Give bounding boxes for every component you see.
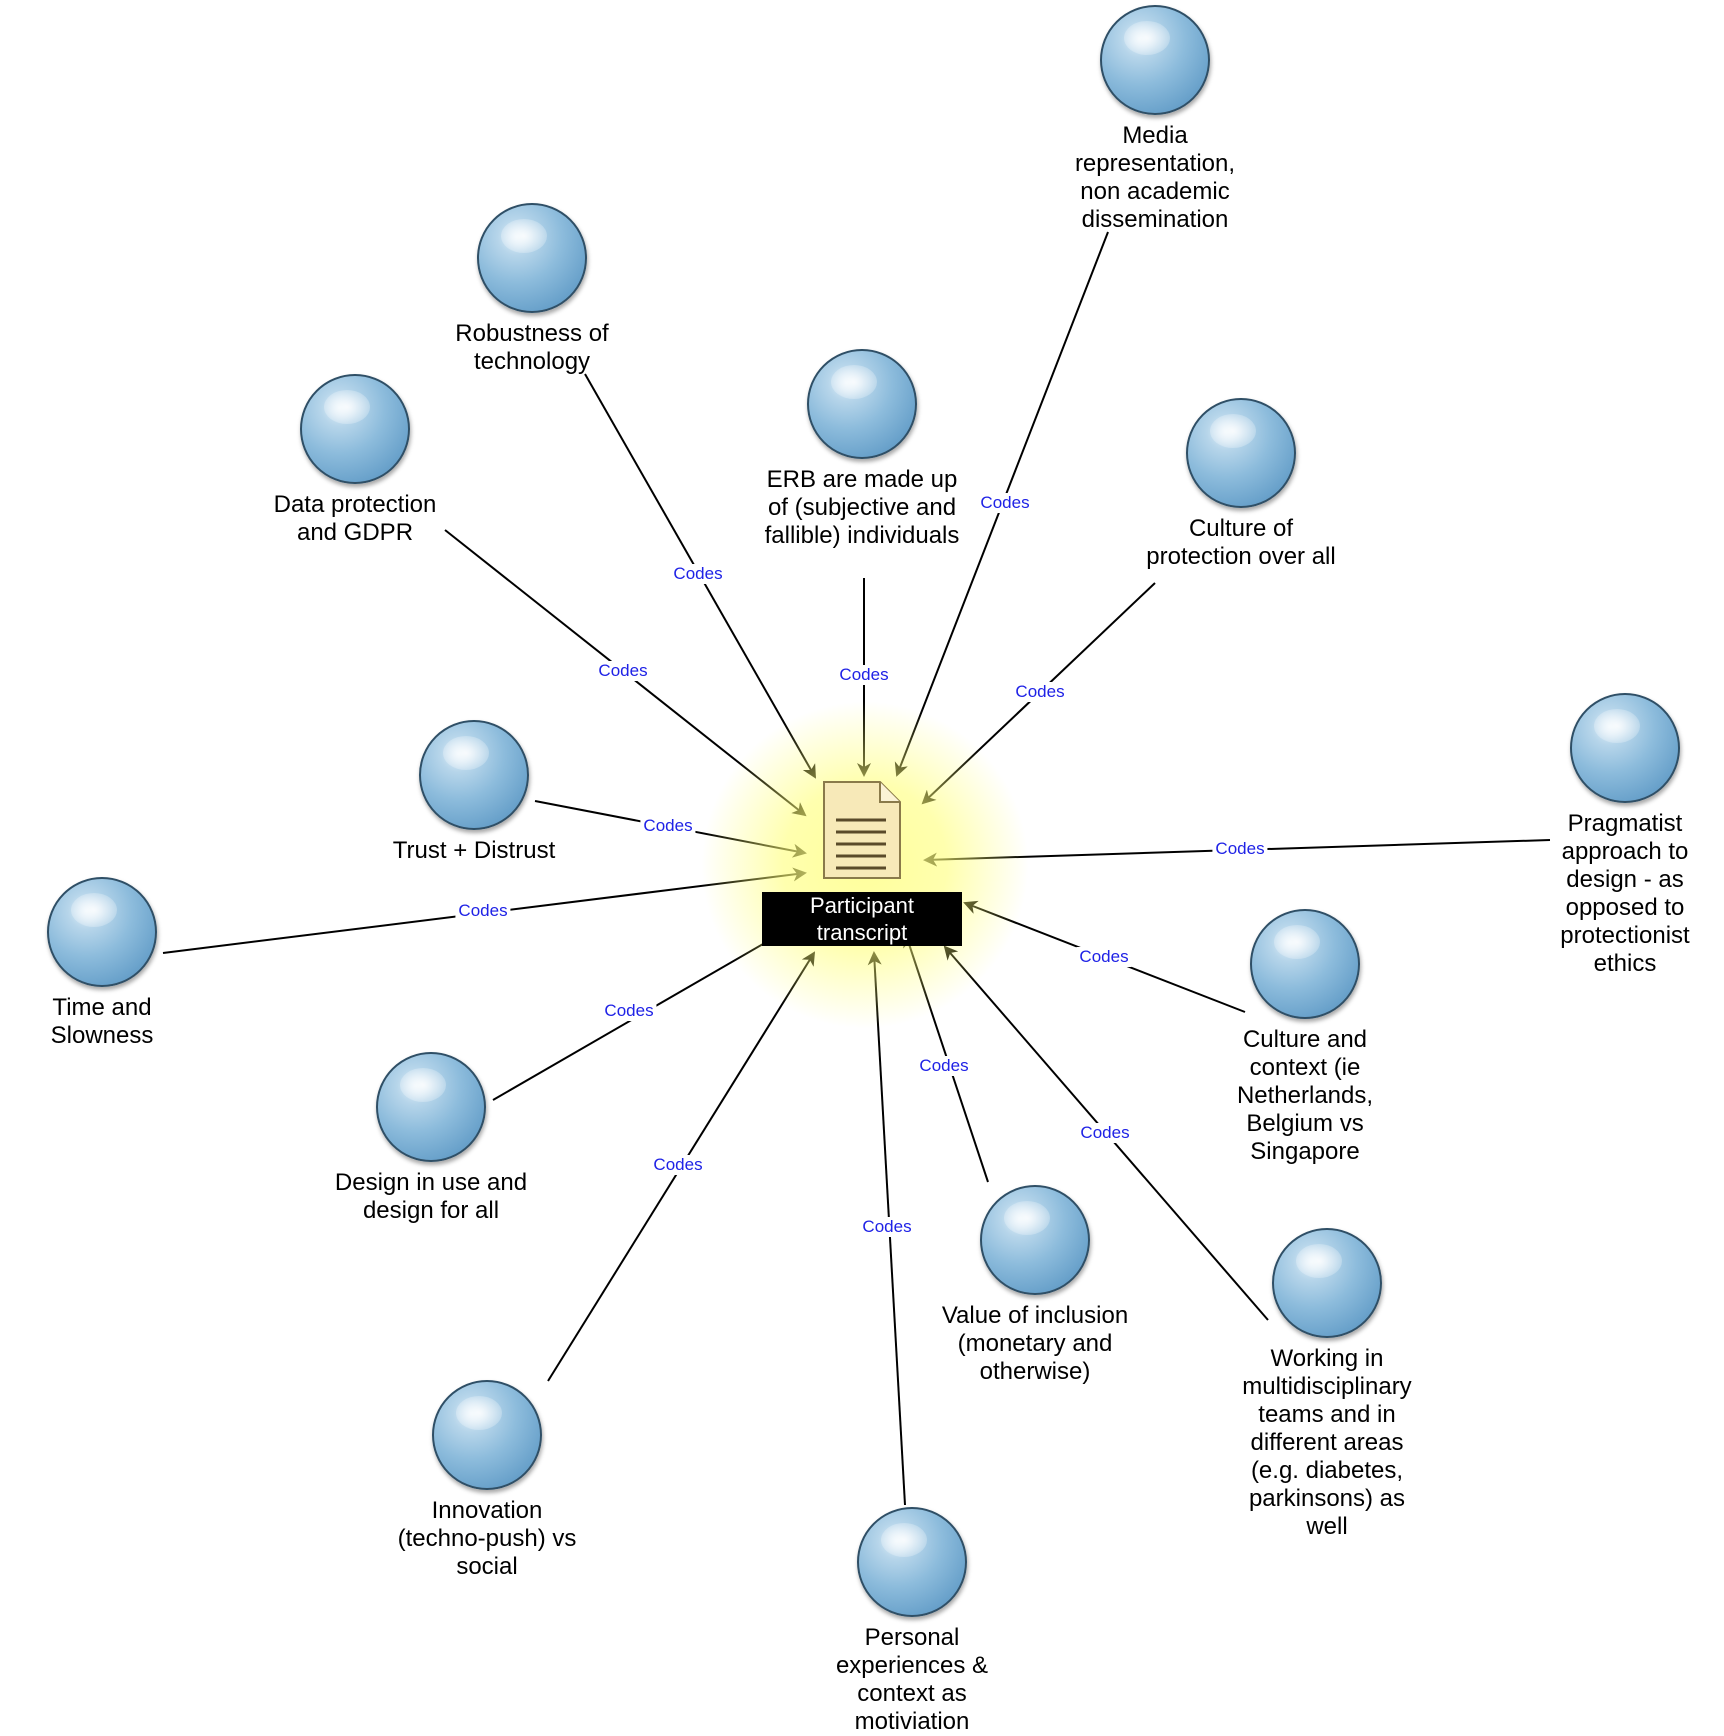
edge-label-working: Codes (1077, 1123, 1133, 1143)
edge-label-time: Codes (455, 901, 511, 921)
sphere-icon[interactable] (857, 1507, 967, 1617)
node-robustness[interactable]: Robustness of technology (455, 203, 609, 375)
sphere-icon[interactable] (807, 349, 917, 459)
node-data-protection[interactable]: Data protection and GDPR (274, 374, 436, 546)
node-working[interactable]: Working in multidisciplinary teams and i… (1242, 1228, 1412, 1540)
node-label-innovation: Innovation (techno-push) vs social (397, 1497, 577, 1580)
sphere-icon[interactable] (1272, 1228, 1382, 1338)
edge-label-personal: Codes (859, 1217, 915, 1237)
node-media[interactable]: Media representation, non academic disse… (1075, 5, 1235, 233)
edge-label-pragmatist: Codes (1212, 839, 1268, 859)
center-label-line2: transcript (816, 920, 908, 945)
node-personal[interactable]: Personal experiences & context as motivi… (836, 1507, 988, 1735)
node-label-culture-context: Culture and context (ie Netherlands, Bel… (1236, 1026, 1374, 1165)
edge-label-trust: Codes (640, 816, 696, 836)
node-label-trust: Trust + Distrust (392, 837, 556, 864)
node-label-working: Working in multidisciplinary teams and i… (1242, 1345, 1412, 1540)
participant-transcript-label[interactable]: Participant transcript (762, 892, 962, 946)
edge-label-data-protection: Codes (595, 661, 651, 681)
node-value[interactable]: Value of inclusion (monetary and otherwi… (942, 1185, 1128, 1385)
center-label-line1: Participant (810, 893, 914, 918)
sphere-icon[interactable] (477, 203, 587, 313)
edge-label-innovation: Codes (650, 1155, 706, 1175)
node-label-media: Media representation, non academic disse… (1074, 122, 1236, 233)
node-label-robustness: Robustness of technology (455, 320, 609, 375)
edge-label-media: Codes (977, 493, 1033, 513)
edge-label-robustness: Codes (670, 564, 726, 584)
node-label-culture-protection: Culture of protection over all (1146, 515, 1336, 570)
node-label-value: Value of inclusion (monetary and otherwi… (941, 1302, 1129, 1385)
node-label-pragmatist: Pragmatist approach to design - as oppos… (1560, 810, 1690, 977)
sphere-icon[interactable] (300, 374, 410, 484)
node-erb[interactable]: ERB are made up of (subjective and falli… (765, 349, 959, 549)
document-icon (823, 781, 901, 879)
sphere-icon[interactable] (419, 720, 529, 830)
node-innovation[interactable]: Innovation (techno-push) vs social (398, 1380, 576, 1580)
sphere-icon[interactable] (1250, 909, 1360, 1019)
edge-label-culture-context: Codes (1076, 947, 1132, 967)
edge-label-erb: Codes (836, 665, 892, 685)
node-design[interactable]: Design in use and design for all (335, 1052, 527, 1224)
edge-label-design: Codes (601, 1001, 657, 1021)
node-culture-context[interactable]: Culture and context (ie Netherlands, Bel… (1237, 909, 1373, 1165)
sphere-icon[interactable] (47, 877, 157, 987)
edge-label-culture-protection: Codes (1012, 682, 1068, 702)
node-label-erb: ERB are made up of (subjective and falli… (764, 466, 960, 549)
node-label-time: Time and Slowness (50, 994, 154, 1049)
sphere-icon[interactable] (980, 1185, 1090, 1295)
node-pragmatist[interactable]: Pragmatist approach to design - as oppos… (1560, 693, 1690, 977)
sphere-icon[interactable] (1186, 398, 1296, 508)
sphere-icon[interactable] (1570, 693, 1680, 803)
node-time[interactable]: Time and Slowness (47, 877, 157, 1049)
node-label-design: Design in use and design for all (334, 1169, 528, 1224)
sphere-icon[interactable] (432, 1380, 542, 1490)
edge-label-value: Codes (916, 1056, 972, 1076)
sphere-icon[interactable] (376, 1052, 486, 1162)
node-culture-protection[interactable]: Culture of protection over all (1146, 398, 1336, 570)
sphere-icon[interactable] (1100, 5, 1210, 115)
node-trust[interactable]: Trust + Distrust (393, 720, 555, 864)
node-label-data-protection: Data protection and GDPR (273, 491, 437, 546)
node-label-personal: Personal experiences & context as motivi… (835, 1624, 989, 1735)
